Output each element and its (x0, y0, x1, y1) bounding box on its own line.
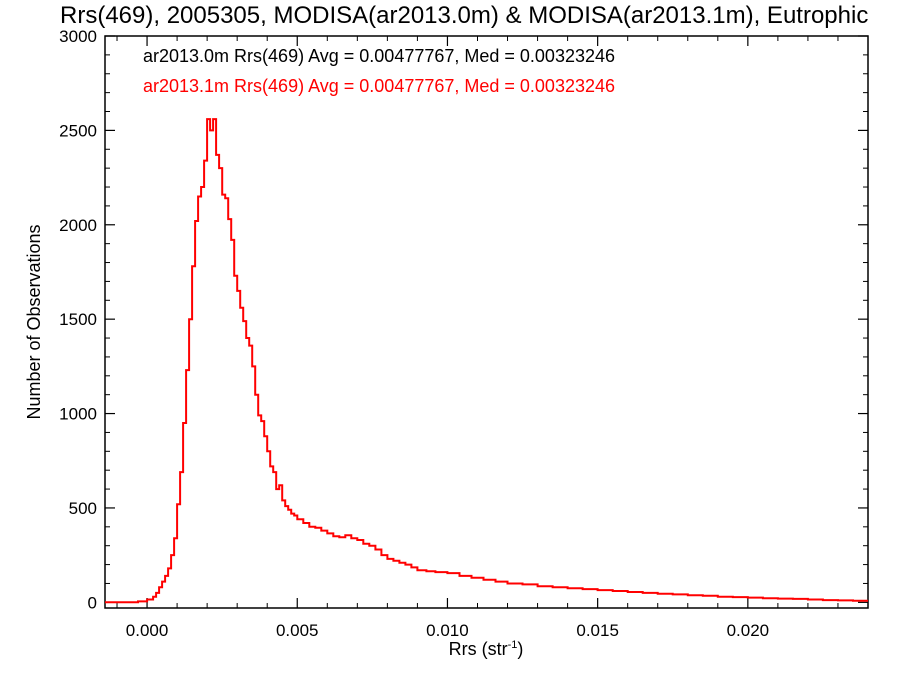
x-tick-label: 0.005 (276, 621, 319, 640)
x-tick-label: 0.000 (126, 621, 169, 640)
y-tick-label: 2500 (59, 121, 97, 140)
plot-frame (104, 35, 869, 609)
legend-line-ar2013-0m: ar2013.0m Rrs(469) Avg = 0.00477767, Med… (143, 46, 615, 66)
y-tick-label: 3000 (59, 27, 97, 46)
y-tick-label: 1000 (59, 405, 97, 424)
x-tick-label: 0.020 (727, 621, 770, 640)
x-axis-ticks: 0.000 0.005 0.010 0.015 0.020 (116, 36, 839, 640)
legend-line-ar2013-1m: ar2013.1m Rrs(469) Avg = 0.00477767, Med… (143, 76, 615, 96)
series-line-ar2013-1m (105, 118, 868, 604)
y-tick-label: 0 (88, 593, 97, 612)
y-tick-label: 1500 (59, 310, 97, 329)
y-axis-label: Number of Observations (24, 224, 44, 419)
y-axis-ticks: 0 500 1000 1500 2000 2500 3000 (59, 27, 868, 612)
chart-title: Rrs(469), 2005305, MODISA(ar2013.0m) & M… (60, 2, 869, 29)
y-tick-label: 500 (69, 499, 97, 518)
x-tick-label: 0.010 (426, 621, 469, 640)
series-group (105, 118, 868, 604)
x-axis-label: Rrs (str-1) (449, 639, 524, 659)
y-tick-label: 2000 (59, 216, 97, 235)
x-tick-label: 0.015 (576, 621, 619, 640)
